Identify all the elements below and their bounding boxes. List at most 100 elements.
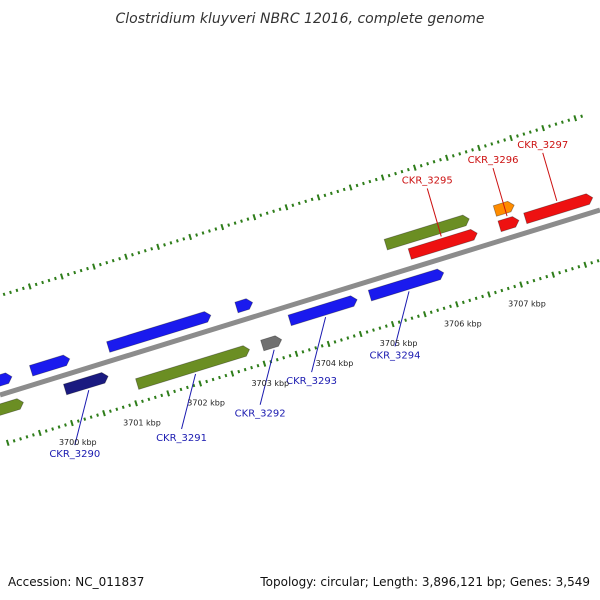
scale-tick-lower	[390, 320, 395, 328]
tick-label-layer: 3700 kbp 3701 kbp 3702 kbp 3703 kbp 3704 kbp…	[59, 300, 546, 448]
gene-label-ckr-3296[interactable]: CKR_3296	[468, 155, 519, 166]
scale-tick-lower	[218, 375, 221, 380]
scale-tick-upper	[471, 148, 474, 152]
scale-tick-lower	[83, 417, 87, 421]
cds-ckr-3293[interactable]	[287, 295, 358, 327]
scale-tick-lower	[166, 390, 170, 397]
scale-tick-upper	[380, 174, 385, 181]
scale-tick-upper	[348, 184, 353, 191]
scale-tick-upper	[47, 278, 51, 283]
backbone-line	[0, 207, 600, 398]
scale-tick-lower	[25, 435, 29, 439]
scale-tick-upper	[374, 177, 378, 182]
scale-tick-lower	[500, 288, 504, 293]
scale-tick-upper	[34, 282, 38, 287]
label-leader-line	[542, 152, 558, 201]
scale-tick-upper	[150, 247, 154, 251]
scale-tick-upper	[118, 256, 121, 261]
scale-tick-lower	[487, 291, 491, 298]
scale-tick-lower	[64, 423, 67, 427]
scale-tick-upper	[355, 183, 359, 188]
scale-tick-lower	[301, 350, 305, 354]
scale-tick-upper	[240, 219, 243, 223]
gene-label-ckr-3294[interactable]: CKR_3294	[370, 350, 421, 361]
scale-tick-upper	[21, 286, 25, 291]
scale-tick-upper	[458, 152, 462, 156]
scale-tick-upper	[175, 239, 179, 243]
scale-tick-lower	[494, 290, 497, 295]
scale-tick-upper	[560, 120, 564, 124]
scale-tick-upper	[201, 231, 205, 235]
cds-feature[interactable]	[106, 311, 212, 353]
cds-feature[interactable]	[383, 214, 470, 251]
tick-label-3704: 3704 kbp	[316, 359, 354, 368]
scale-tick-upper	[554, 122, 558, 126]
scale-tick-lower	[526, 280, 529, 285]
scale-tick-lower	[358, 330, 363, 338]
label-leader-line	[181, 373, 197, 430]
gene-label-ckr-3292[interactable]: CKR_3292	[235, 409, 286, 420]
gene-label-ckr-3293[interactable]: CKR_3293	[286, 376, 337, 387]
scale-tick-lower	[57, 425, 61, 429]
scale-tick-upper	[310, 197, 314, 202]
scale-tick-upper	[509, 134, 513, 142]
scale-tick-upper	[336, 189, 340, 194]
gene-label-ckr-3295[interactable]: CKR_3295	[402, 175, 453, 186]
scale-tick-lower	[346, 336, 350, 340]
scale-tick-lower	[31, 433, 35, 437]
tick-row-upper	[2, 114, 584, 297]
scale-tick-upper	[15, 288, 19, 293]
feature-layer	[0, 193, 594, 416]
scale-tick-upper	[535, 128, 539, 132]
scale-tick-lower	[340, 338, 343, 342]
scale-tick-upper	[169, 241, 173, 245]
scale-tick-upper	[79, 268, 83, 273]
scale-tick-upper	[412, 164, 417, 171]
cds-feature[interactable]	[492, 200, 515, 217]
scale-tick-upper	[528, 130, 532, 134]
scale-tick-lower	[474, 296, 478, 301]
scale-tick-lower	[5, 439, 10, 447]
cds-feature[interactable]	[234, 298, 254, 314]
label-leader-line	[394, 291, 410, 347]
cds-feature[interactable]	[28, 354, 71, 377]
scale-tick-lower	[153, 395, 157, 400]
scale-tick-upper	[143, 249, 147, 253]
tick-label-3702: 3702 kbp	[187, 399, 225, 408]
scale-tick-lower	[282, 356, 286, 360]
cds-ckr-3292[interactable]	[260, 335, 283, 352]
gene-label-ckr-3297[interactable]: CKR_3297	[517, 140, 568, 151]
scale-tick-lower	[96, 413, 99, 417]
scale-tick-upper	[54, 276, 57, 281]
cds-feature[interactable]	[0, 372, 13, 389]
scale-tick-lower	[365, 330, 369, 334]
label-leader-line	[426, 188, 442, 237]
scale-tick-lower	[294, 350, 299, 357]
cds-feature[interactable]	[0, 398, 24, 416]
gene-label-ckr-3291[interactable]: CKR_3291	[156, 433, 207, 444]
cds-ckr-3295[interactable]	[407, 228, 478, 260]
scale-tick-upper	[233, 221, 237, 225]
scale-tick-upper	[66, 272, 70, 277]
scale-tick-upper	[156, 243, 160, 250]
cds-ckr-3294[interactable]	[367, 268, 445, 302]
scale-tick-lower	[256, 363, 260, 368]
scale-tick-upper	[182, 237, 186, 241]
cds-ckr-3296[interactable]	[497, 216, 520, 233]
scale-tick-lower	[237, 369, 241, 374]
scale-tick-lower	[211, 377, 215, 382]
scale-tick-lower	[307, 348, 311, 352]
scale-tick-upper	[278, 207, 282, 211]
scale-tick-upper	[105, 260, 109, 265]
scale-tick-lower	[352, 334, 356, 338]
scale-tick-lower	[442, 306, 446, 311]
scale-tick-lower	[551, 271, 556, 278]
scale-tick-lower	[128, 403, 132, 407]
scale-tick-lower	[37, 429, 42, 437]
cds-ckr-3297[interactable]	[523, 193, 594, 225]
gene-label-ckr-3290[interactable]: CKR_3290	[49, 449, 100, 460]
cds-ckr-3290[interactable]	[63, 372, 109, 396]
scale-tick-lower	[198, 380, 203, 387]
scale-tick-lower	[455, 301, 459, 308]
cds-ckr-3291[interactable]	[135, 345, 251, 390]
